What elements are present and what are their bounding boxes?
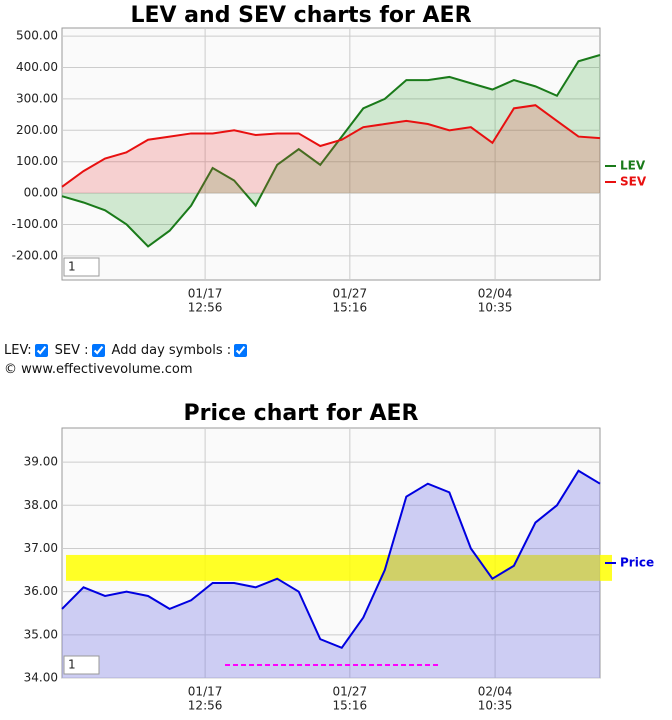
y-tick-label: 300.00 (16, 91, 58, 105)
lev-label: LEV: (4, 343, 32, 358)
zoom-box (63, 655, 100, 675)
day-label: Add day symbols : (111, 343, 232, 358)
sev-checkbox[interactable] (91, 344, 105, 357)
series-line (61, 104, 601, 188)
y-tick-label: 200.00 (16, 123, 58, 137)
y-tick-label: 38.00 (24, 498, 58, 512)
x-tick-label: 12:56 (188, 301, 223, 315)
x-tick-label: 10:35 (478, 699, 513, 713)
zoom-label: 1 (68, 658, 76, 672)
x-tick-label: 15:16 (333, 301, 368, 315)
x-tick-label: 02/04 (478, 685, 513, 699)
series-line (61, 54, 601, 248)
zoom-box (63, 257, 100, 277)
controls: LEV: SEV : Add day symbols : (4, 343, 251, 358)
y-tick-label: 400.00 (16, 60, 58, 74)
plot-area (61, 427, 601, 679)
y-tick-label: 39.00 (24, 455, 58, 469)
lev-checkbox[interactable] (34, 344, 48, 357)
y-tick-label: 34.00 (24, 671, 58, 685)
series-line (61, 469, 601, 649)
x-tick-label: 01/27 (333, 685, 368, 699)
legend-label: LEV (620, 159, 646, 173)
legend-label: SEV (620, 175, 647, 189)
x-tick-label: 01/17 (188, 287, 223, 301)
legend-label: Price (620, 556, 654, 570)
x-tick-label: 12:56 (188, 699, 223, 713)
x-tick-label: 15:16 (333, 699, 368, 713)
credit: © www.effectivevolume.com (4, 362, 193, 377)
sev-label: SEV : (54, 343, 89, 358)
x-tick-label: 10:35 (478, 301, 513, 315)
y-tick-label: -100.00 (12, 217, 58, 231)
y-tick-label: 100.00 (16, 154, 58, 168)
y-tick-label: 500.00 (16, 29, 58, 43)
y-tick-label: 00.00 (24, 186, 58, 200)
y-tick-label: 36.00 (24, 584, 58, 598)
x-tick-label: 01/17 (188, 685, 223, 699)
y-tick-label: 35.00 (24, 627, 58, 641)
price-band (66, 554, 612, 581)
chart-title: Price chart for AER (184, 401, 419, 426)
chart-title: LEV and SEV charts for AER (130, 3, 471, 28)
day-checkbox[interactable] (234, 344, 248, 357)
zoom-label: 1 (68, 260, 76, 274)
x-tick-label: 02/04 (478, 287, 513, 301)
y-tick-label: -200.00 (12, 248, 58, 262)
plot-area (61, 27, 601, 281)
x-tick-label: 01/27 (333, 287, 368, 301)
series-area (62, 470, 600, 678)
y-tick-label: 37.00 (24, 541, 58, 555)
series-area (62, 105, 600, 194)
